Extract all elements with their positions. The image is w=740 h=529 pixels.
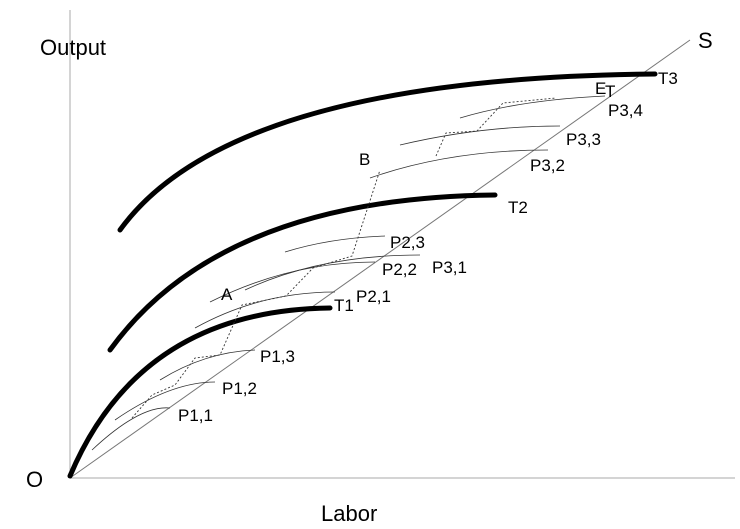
curve	[244, 254, 421, 291]
frontier-t1	[67, 305, 333, 479]
origin-label: O	[26, 467, 43, 492]
curve	[209, 261, 376, 303]
frontier-t2	[107, 192, 498, 353]
frontiers	[67, 71, 658, 479]
curve	[91, 407, 171, 451]
x-axis-label: Labor	[321, 501, 377, 526]
frontier-label: T1	[334, 296, 354, 315]
curve-label: P1,2	[222, 379, 257, 398]
curve	[399, 125, 561, 146]
curve-label: P1,1	[178, 406, 213, 425]
path	[131, 169, 381, 419]
curve-label: P3,3	[566, 130, 601, 149]
curve-label: P2,3	[390, 233, 425, 252]
curve	[159, 349, 256, 381]
curve-label: P2,1	[356, 287, 391, 306]
point-label: B	[359, 150, 370, 169]
curve	[369, 149, 549, 179]
path	[435, 97, 557, 157]
axes	[69, 10, 735, 479]
ray	[69, 39, 691, 479]
curve	[284, 235, 386, 253]
point-label: A	[221, 285, 233, 304]
ray-label: S	[698, 28, 713, 53]
frontier-t3	[117, 71, 658, 233]
curve-label: P1,3	[260, 347, 295, 366]
curve	[114, 381, 216, 421]
point-label: E	[595, 79, 606, 98]
curve-label: P3,4	[608, 101, 643, 120]
production-curves	[91, 95, 606, 451]
frontier-label: T3	[658, 69, 678, 88]
connectors	[131, 97, 557, 419]
curve	[459, 95, 606, 119]
point-label: T	[605, 82, 615, 101]
curve-label: P3,2	[530, 156, 565, 175]
curve-label: P3,1	[432, 258, 467, 277]
curve-label: P2,2	[382, 260, 417, 279]
y-axis-label: Output	[40, 35, 106, 60]
frontier-label: T2	[508, 198, 528, 217]
